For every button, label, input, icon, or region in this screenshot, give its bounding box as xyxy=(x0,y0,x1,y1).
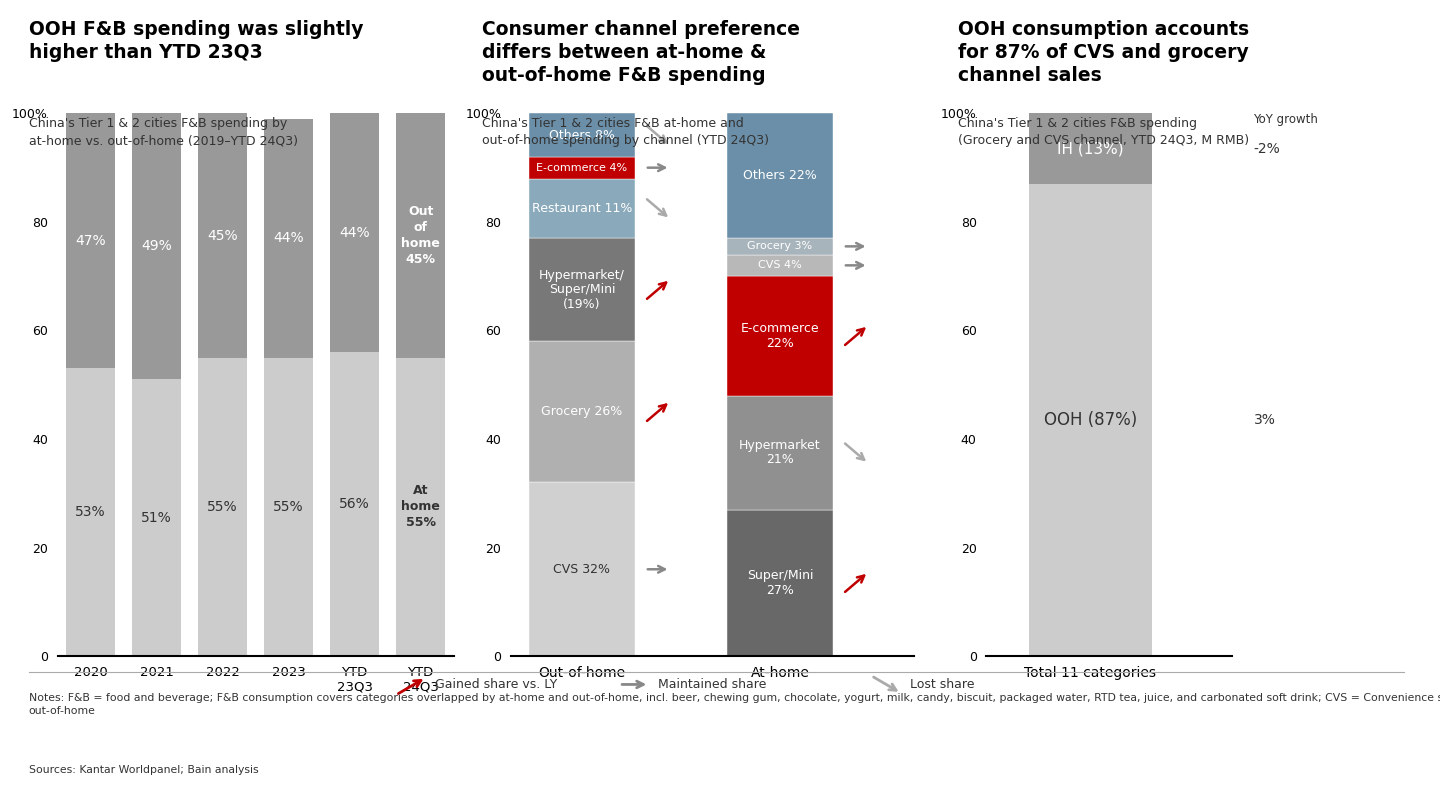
Text: -2%: -2% xyxy=(1253,142,1280,156)
Bar xyxy=(197,358,248,656)
Text: Maintained share: Maintained share xyxy=(658,678,766,691)
Text: Gained share vs. LY: Gained share vs. LY xyxy=(435,678,557,691)
Text: 47%: 47% xyxy=(75,234,107,248)
Bar xyxy=(528,113,635,157)
Bar xyxy=(1030,113,1152,184)
Bar xyxy=(197,113,248,358)
Text: Grocery 3%: Grocery 3% xyxy=(747,241,812,251)
Bar xyxy=(528,157,635,178)
Text: OOH F&B spending was slightly
higher than YTD 23Q3: OOH F&B spending was slightly higher tha… xyxy=(29,20,363,62)
Bar xyxy=(396,358,445,656)
Text: 45%: 45% xyxy=(207,228,238,242)
Bar xyxy=(727,509,834,656)
Bar xyxy=(264,119,314,358)
Text: CVS 32%: CVS 32% xyxy=(553,563,611,576)
Text: Others 8%: Others 8% xyxy=(549,129,615,142)
Text: 55%: 55% xyxy=(274,500,304,514)
Bar xyxy=(528,341,635,483)
Text: Out
of
home
45%: Out of home 45% xyxy=(402,205,441,266)
Bar xyxy=(727,395,834,509)
Bar xyxy=(396,113,445,358)
Bar xyxy=(132,113,181,379)
Text: 3%: 3% xyxy=(1253,413,1276,427)
Text: China's Tier 1 & 2 cities F&B at-home and
out-of-home spending by channel (YTD 2: China's Tier 1 & 2 cities F&B at-home an… xyxy=(482,117,769,147)
Bar xyxy=(727,113,834,238)
Text: Consumer channel preference
differs between at-home &
out-of-home F&B spending: Consumer channel preference differs betw… xyxy=(482,20,801,85)
Bar xyxy=(528,483,635,656)
Text: 44%: 44% xyxy=(274,231,304,245)
Text: Grocery 26%: Grocery 26% xyxy=(541,405,622,419)
Text: Lost share: Lost share xyxy=(910,678,975,691)
Text: E-commerce 4%: E-commerce 4% xyxy=(536,163,628,173)
Bar xyxy=(528,238,635,341)
Text: Hypermarket
21%: Hypermarket 21% xyxy=(739,439,821,467)
Bar xyxy=(727,254,834,276)
Text: 44%: 44% xyxy=(340,226,370,240)
Text: 56%: 56% xyxy=(340,497,370,511)
Text: YoY growth: YoY growth xyxy=(1253,113,1319,126)
Bar xyxy=(1030,184,1152,656)
Text: 55%: 55% xyxy=(207,500,238,514)
Text: OOH consumption accounts
for 87% of CVS and grocery
channel sales: OOH consumption accounts for 87% of CVS … xyxy=(958,20,1248,85)
Text: Others 22%: Others 22% xyxy=(743,169,816,182)
Text: China's Tier 1 & 2 cities F&B spending by
at-home vs. out-of-home (2019–YTD 24Q3: China's Tier 1 & 2 cities F&B spending b… xyxy=(29,117,298,147)
Text: Restaurant 11%: Restaurant 11% xyxy=(531,202,632,215)
Text: 51%: 51% xyxy=(141,511,171,525)
Bar xyxy=(66,369,115,656)
Text: E-commerce
22%: E-commerce 22% xyxy=(740,322,819,350)
Bar xyxy=(330,113,379,352)
Text: 49%: 49% xyxy=(141,240,171,254)
Text: Notes: F&B = food and beverage; F&B consumption covers categories overlapped by : Notes: F&B = food and beverage; F&B cons… xyxy=(29,693,1440,716)
Text: China's Tier 1 & 2 cities F&B spending
(Grocery and CVS channel, YTD 24Q3, M RMB: China's Tier 1 & 2 cities F&B spending (… xyxy=(958,117,1248,147)
Bar xyxy=(528,178,635,238)
Bar xyxy=(264,358,314,656)
Bar xyxy=(330,352,379,656)
Bar xyxy=(727,238,834,254)
Text: Super/Mini
27%: Super/Mini 27% xyxy=(747,569,814,597)
Text: CVS 4%: CVS 4% xyxy=(757,260,802,271)
Text: Hypermarket/
Super/Mini
(19%): Hypermarket/ Super/Mini (19%) xyxy=(539,269,625,311)
Text: 53%: 53% xyxy=(75,505,107,519)
Bar xyxy=(66,113,115,369)
Bar xyxy=(132,379,181,656)
Bar xyxy=(727,276,834,395)
Text: Sources: Kantar Worldpanel; Bain analysis: Sources: Kantar Worldpanel; Bain analysi… xyxy=(29,765,258,775)
Text: At
home
55%: At home 55% xyxy=(402,484,441,530)
Text: OOH (87%): OOH (87%) xyxy=(1044,411,1138,429)
Text: IH (13%): IH (13%) xyxy=(1057,141,1123,156)
